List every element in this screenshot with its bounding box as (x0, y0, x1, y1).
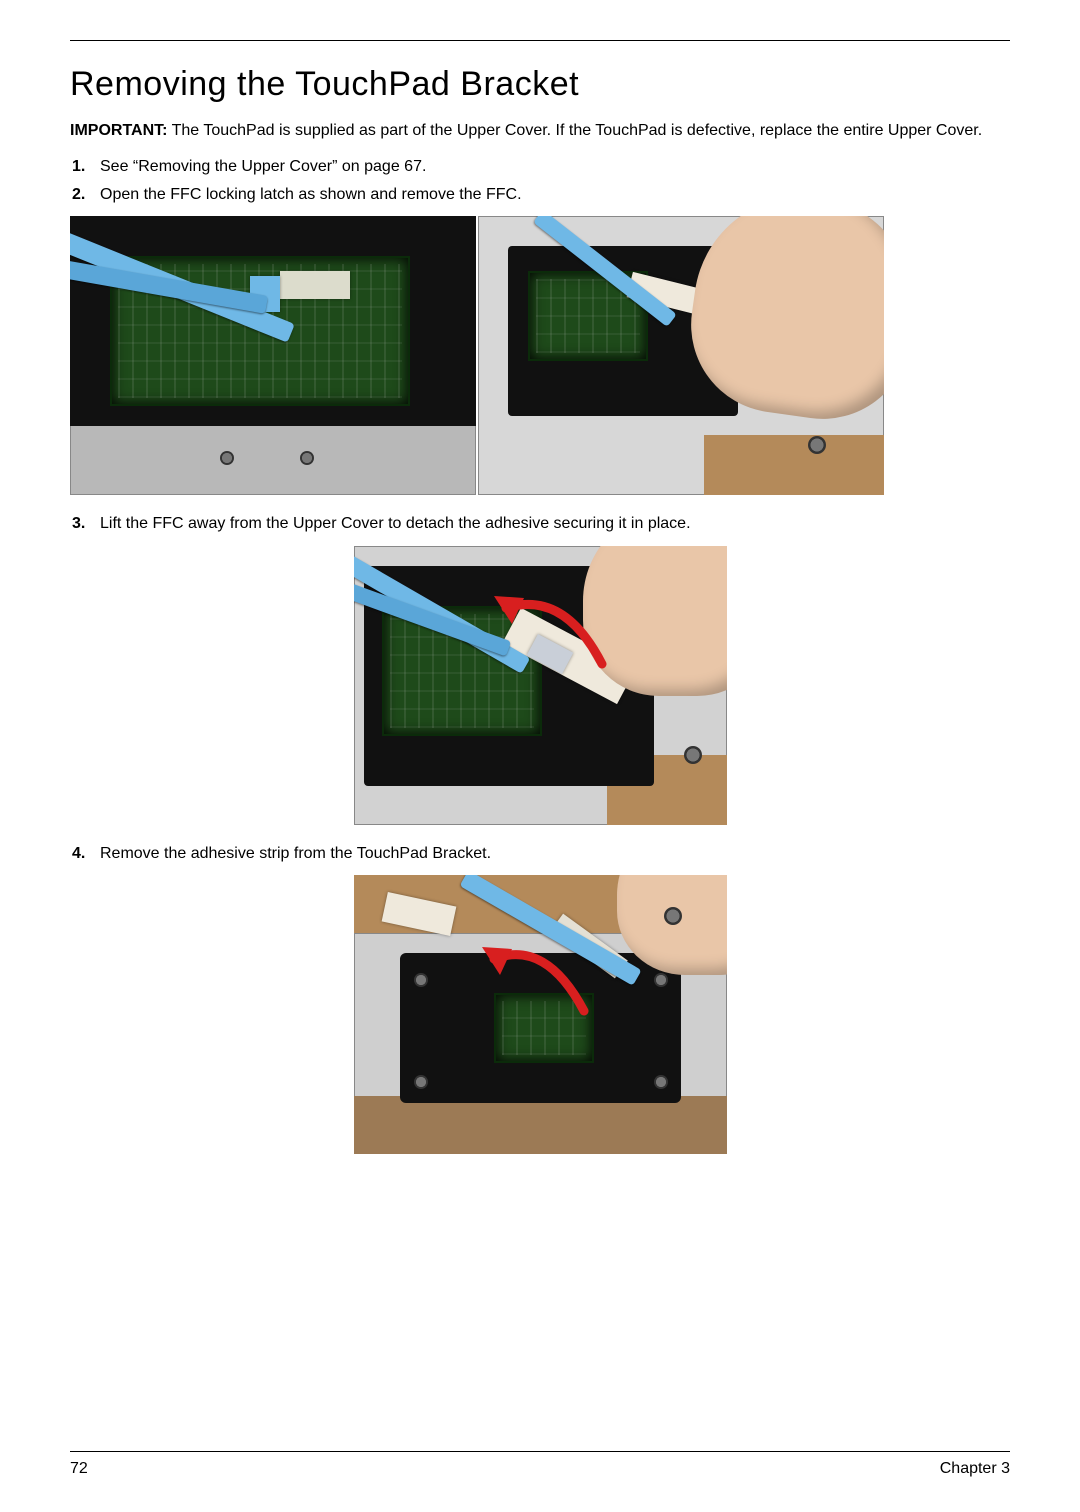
important-label: IMPORTANT: (70, 122, 167, 139)
chapter-label: Chapter 3 (940, 1460, 1010, 1478)
page-title: Removing the TouchPad Bracket (70, 65, 1010, 104)
step4-photo (354, 875, 727, 1154)
step4-image-wrap (70, 875, 1010, 1154)
step-1: See “Removing the Upper Cover” on page 6… (92, 156, 1010, 178)
important-note: IMPORTANT: The TouchPad is supplied as p… (70, 120, 1010, 142)
step3-image-wrap (70, 546, 1010, 825)
step-4: Remove the adhesive strip from the Touch… (92, 843, 1010, 865)
step2-photo-left (70, 216, 476, 495)
step-list-3: Remove the adhesive strip from the Touch… (70, 843, 1010, 865)
bottom-rule (70, 1451, 1010, 1452)
step-list: See “Removing the Upper Cover” on page 6… (70, 156, 1010, 207)
step2-image-row (70, 216, 1010, 495)
page-footer: 72 Chapter 3 (70, 1451, 1010, 1478)
step-2: Open the FFC locking latch as shown and … (92, 184, 1010, 206)
step-list-2: Lift the FFC away from the Upper Cover t… (70, 513, 1010, 535)
important-text: The TouchPad is supplied as part of the … (167, 122, 982, 139)
page-number: 72 (70, 1460, 88, 1478)
step-3: Lift the FFC away from the Upper Cover t… (92, 513, 1010, 535)
step3-photo (354, 546, 727, 825)
step2-photo-right (478, 216, 884, 495)
top-rule (70, 40, 1010, 41)
